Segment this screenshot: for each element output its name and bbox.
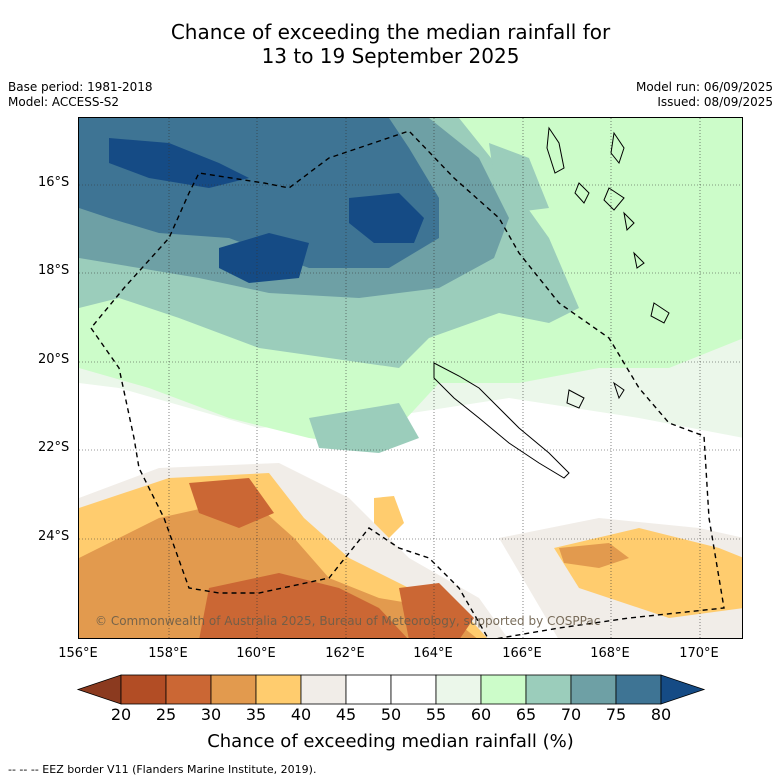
lat-label-24s: 24°S <box>38 529 70 544</box>
copyright-notice: © Commonwealth of Australia 2025, Bureau… <box>95 614 601 628</box>
lat-label-16s: 16°S <box>38 175 70 190</box>
colorbar-tick-label: 25 <box>155 705 177 724</box>
colorbar-title: Chance of exceeding median rainfall (%) <box>207 731 574 752</box>
colorbar-segment <box>525 674 572 705</box>
lon-label-168e: 168°E <box>590 646 630 661</box>
band-80-east <box>349 193 424 243</box>
model-run: Model run: 06/09/2025 <box>635 80 773 94</box>
band-25-30-south <box>199 573 408 638</box>
colorbar-segment <box>435 674 482 705</box>
colorbar-extend-high <box>660 674 706 705</box>
lon-label-170e: 170°E <box>679 646 719 661</box>
eez-legend-footer: -- -- -- EEZ border V11 (Flanders Marine… <box>8 763 317 776</box>
model-name: Model: ACCESS-S2 <box>8 95 120 109</box>
issued-date: Issued: 08/09/2025 <box>657 95 773 109</box>
band-65-70-northeast <box>489 143 549 213</box>
band-35-40-spot <box>374 496 404 538</box>
base-period: Base period: 1981-2018 <box>8 80 153 94</box>
colorbar-segment <box>480 674 527 705</box>
colorbar-tick-label: 35 <box>245 705 267 724</box>
band-65-70-south <box>309 403 419 453</box>
band-30-35-east <box>559 543 629 568</box>
eez-border <box>90 130 725 638</box>
band-30-35 <box>79 498 477 638</box>
colorbar-tick-label: 75 <box>605 705 627 724</box>
colorbar-segment <box>120 674 167 705</box>
colorbar <box>76 674 706 705</box>
band-80-central <box>219 233 309 283</box>
band-25-30-southeast <box>399 583 474 638</box>
colorbar-segment <box>345 674 392 705</box>
lon-label-162e: 162°E <box>325 646 365 661</box>
lat-label-20s: 20°S <box>38 352 70 367</box>
lon-label-164e: 164°E <box>413 646 453 661</box>
colorbar-tick-label: 65 <box>515 705 537 724</box>
colorbar-tick-label: 40 <box>290 705 312 724</box>
band-25-30-north <box>189 478 274 528</box>
colorbar-tick-label: 60 <box>470 705 492 724</box>
chart-title: Chance of exceeding the median rainfall … <box>0 20 781 68</box>
vanuatu-islands <box>546 126 670 409</box>
colorbar-tick-label: 50 <box>380 705 402 724</box>
lat-label-22s: 22°S <box>38 440 70 455</box>
colorbar-segment <box>570 674 617 705</box>
title-line-1: Chance of exceeding the median rainfall … <box>170 20 611 44</box>
graticule <box>79 118 742 638</box>
lon-label-156e: 156°E <box>58 646 98 661</box>
colorbar-tick-label: 80 <box>650 705 672 724</box>
colorbar-segment <box>615 674 662 705</box>
colorbar-tick-label: 45 <box>335 705 357 724</box>
colorbar-segment <box>390 674 437 705</box>
colorbar-tick-label: 70 <box>560 705 582 724</box>
title-line-2: 13 to 19 September 2025 <box>261 44 520 68</box>
map-svg <box>79 118 742 638</box>
colorbar-tick-label: 20 <box>110 705 132 724</box>
meta-right: Model run: 06/09/2025 Issued: 08/09/2025 <box>636 80 773 110</box>
meta-left: Base period: 1981-2018 Model: ACCESS-S2 <box>8 80 153 110</box>
rainfall-map <box>78 117 743 639</box>
lon-label-158e: 158°E <box>148 646 188 661</box>
lon-label-160e: 160°E <box>236 646 276 661</box>
colorbar-tick-label: 55 <box>425 705 447 724</box>
colorbar-segment <box>210 674 257 705</box>
colorbar-extend-low <box>76 674 122 705</box>
colorbar-segment <box>300 674 347 705</box>
colorbar-tick-label: 30 <box>200 705 222 724</box>
new-caledonia-coast <box>433 362 570 479</box>
lat-label-18s: 18°S <box>38 263 70 278</box>
colorbar-segment <box>255 674 302 705</box>
lon-label-166e: 166°E <box>502 646 542 661</box>
colorbar-segment <box>165 674 212 705</box>
